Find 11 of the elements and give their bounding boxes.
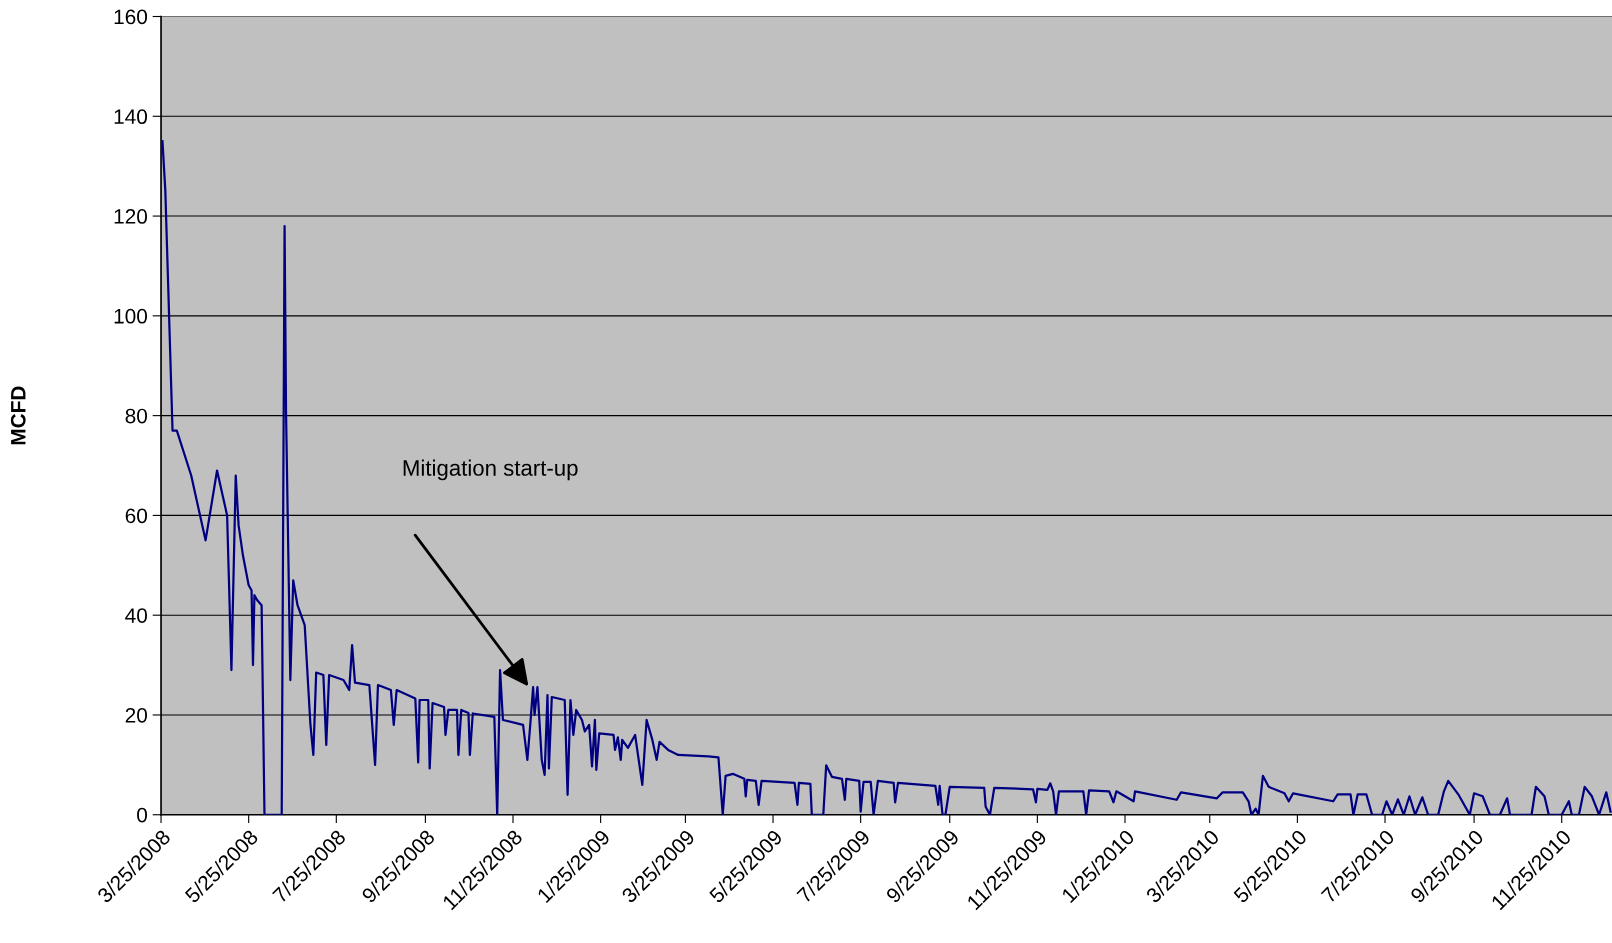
y-tick-label: 80 [125,408,148,424]
y-tick-label: 20 [125,707,148,723]
y-axis-title: MCFD [10,386,26,445]
annotation: Mitigation start-up [403,459,578,481]
y-tick-label: 140 [114,109,148,125]
y-tick-label: 0 [137,807,148,823]
y-tick-label: 160 [114,9,148,25]
y-tick-label: 40 [125,608,148,623]
y-tick-label: 60 [125,508,148,524]
y-tick-label: 120 [114,209,148,224]
y-tick-label: 100 [114,308,148,324]
